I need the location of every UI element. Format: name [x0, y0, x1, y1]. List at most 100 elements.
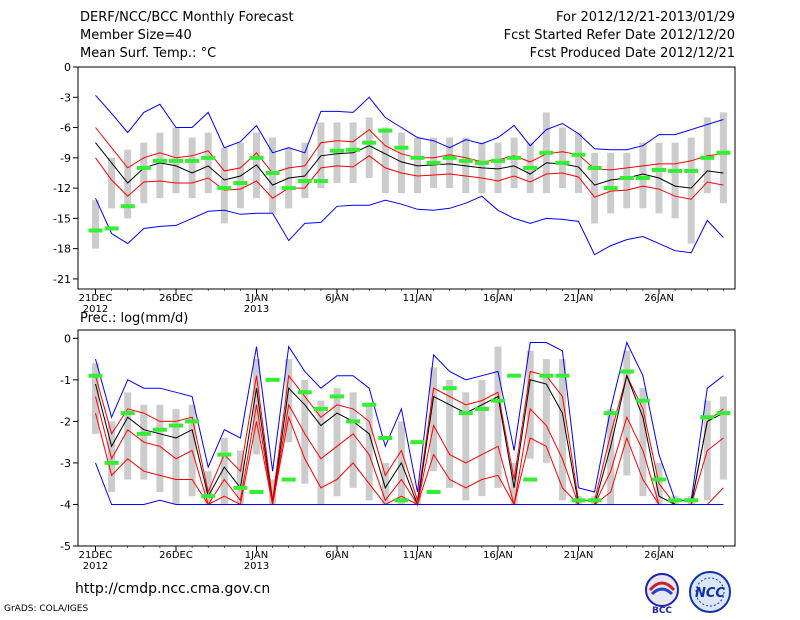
spread-box [317, 122, 325, 189]
x-tick-year-label: 2012 [83, 561, 108, 572]
observed-marker [700, 415, 715, 420]
series-line-minus-sd [95, 155, 724, 200]
spread-box [333, 122, 341, 184]
spread-box [623, 350, 631, 476]
observed-marker [88, 373, 103, 378]
observed-marker [410, 440, 425, 445]
observed-marker [426, 490, 441, 494]
ncc-logo-icon: NCC [689, 571, 731, 613]
y-tick-label: -5 [60, 540, 71, 553]
series-line-plus-sd [95, 370, 724, 505]
observed-marker [201, 494, 216, 499]
spread-box [124, 149, 132, 219]
observed-marker [265, 377, 280, 382]
observed-marker [281, 186, 296, 191]
x-tick-label: 6JAN [325, 550, 348, 561]
produced-date: Fcst Produced Date 2012/12/21 [529, 46, 735, 61]
observed-marker [152, 158, 167, 163]
x-tick-year-label: 2013 [244, 561, 269, 572]
x-tick-label: 21JAN [564, 550, 594, 561]
observed-marker [491, 398, 505, 403]
observed-marker [249, 490, 264, 494]
x-tick-label: 16JAN [483, 293, 513, 304]
observed-marker [281, 477, 296, 482]
member-size: Member Size=40 [80, 28, 192, 43]
spread-box [591, 152, 599, 224]
observed-marker [474, 406, 489, 411]
x-tick-label: 26DEC [159, 550, 193, 561]
y-tick-label: -9 [60, 152, 71, 165]
observed-marker [136, 165, 151, 170]
observed-marker [120, 411, 135, 416]
x-tick-label: 21DEC [79, 293, 113, 304]
spread-box [397, 132, 405, 194]
observed-marker [635, 176, 650, 180]
observed-marker [668, 168, 683, 173]
x-tick-label: 16JAN [483, 550, 513, 561]
ncc-logo-text: NCC [695, 586, 725, 601]
observed-marker [265, 170, 280, 175]
spread-box [607, 408, 615, 505]
spread-box [381, 127, 389, 194]
series-line-mean [95, 142, 724, 189]
observed-marker [88, 228, 103, 233]
spread-box [285, 359, 293, 443]
observed-marker [442, 155, 457, 160]
spread-box [236, 450, 244, 505]
observed-marker [378, 436, 393, 440]
observed-marker [378, 128, 393, 133]
observed-marker [507, 373, 522, 378]
x-tick-year-label: 2012 [83, 304, 108, 315]
observed-marker [491, 158, 505, 163]
observed-marker [668, 498, 683, 503]
observed-marker [555, 160, 570, 165]
observed-marker [426, 160, 441, 165]
observed-marker [410, 155, 425, 160]
website-url[interactable]: http://cmdp.ncc.cma.gov.cn [75, 581, 271, 597]
series-line-min [95, 195, 724, 256]
observed-marker [120, 204, 135, 209]
observed-marker [297, 390, 312, 395]
bcc-logo: BCC [638, 570, 688, 616]
spread-box [526, 350, 534, 459]
observed-marker [652, 167, 666, 172]
spread-box [558, 127, 566, 189]
spread-box [92, 363, 99, 434]
observed-marker [716, 411, 731, 416]
observed-marker [619, 369, 634, 374]
observed-marker [313, 179, 328, 184]
y-tick-label: -3 [60, 91, 71, 104]
y-tick-label: 0 [64, 61, 71, 74]
observed-marker [185, 158, 200, 163]
observed-marker [458, 411, 473, 416]
spread-box [446, 137, 454, 189]
observed-marker [442, 386, 457, 391]
observed-marker [684, 498, 699, 503]
spread-box [623, 152, 631, 209]
observed-marker [104, 460, 119, 465]
observed-marker [136, 431, 151, 436]
observed-marker [330, 394, 344, 399]
observed-marker [587, 165, 602, 170]
spread-box [365, 117, 373, 178]
y-tick-label: -3 [60, 457, 71, 470]
observed-marker [152, 427, 167, 432]
observed-marker [571, 152, 586, 157]
observed-marker [313, 406, 328, 411]
x-tick-label: 26JAN [644, 550, 674, 561]
spread-box [301, 142, 309, 199]
spread-box [108, 157, 116, 209]
observed-marker [523, 477, 538, 482]
spread-box [269, 479, 277, 505]
observed-marker [539, 373, 554, 378]
spread-box [108, 421, 116, 492]
observed-marker [684, 168, 699, 173]
observed-marker [458, 158, 473, 163]
observed-marker [474, 160, 489, 165]
bcc-logo-text: BCC [652, 606, 672, 616]
header-left: DERF/NCC/BCC Monthly Forecast Member Siz… [80, 9, 294, 63]
panel-title: Prec.: log(mm/d) [80, 311, 188, 326]
y-tick-label: -1 [60, 374, 71, 387]
header-right: For 2012/12/21-2013/01/29 Fcst Started R… [504, 9, 735, 63]
